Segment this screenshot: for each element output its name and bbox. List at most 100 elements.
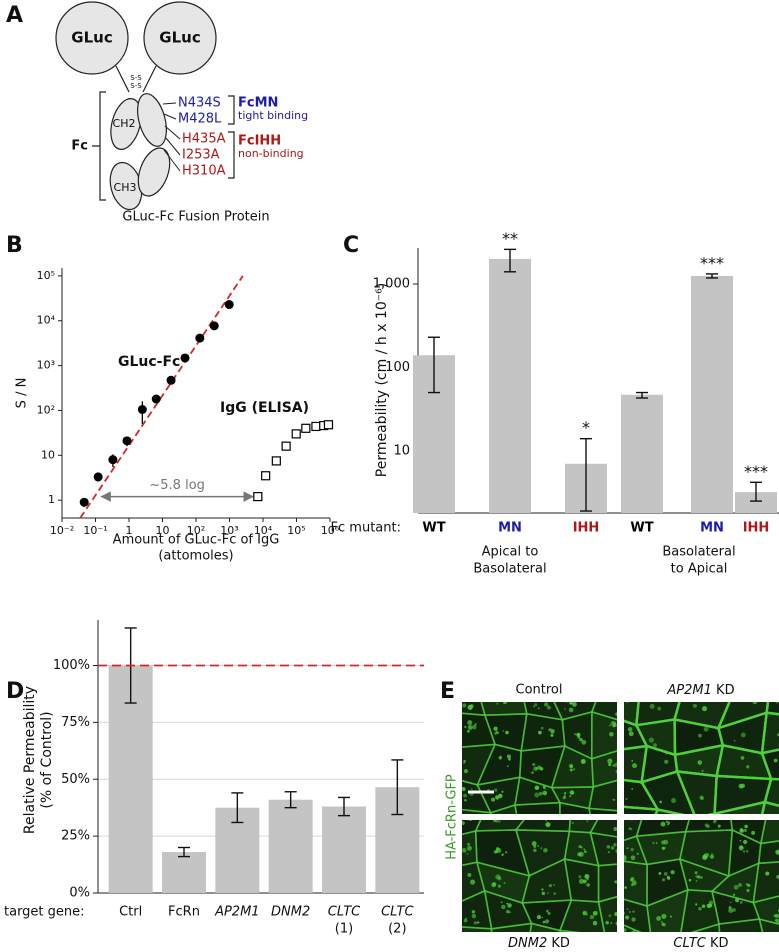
vesicle — [506, 909, 510, 914]
vesicle — [536, 914, 542, 920]
vesicle — [660, 921, 663, 924]
vesicle — [456, 873, 460, 877]
x-tick-label: 10⁴ — [254, 524, 273, 537]
vesicle — [496, 702, 499, 705]
vesicle — [619, 803, 622, 806]
vesicle — [586, 878, 589, 881]
vesicle — [542, 785, 546, 788]
vesicle — [624, 911, 625, 915]
vesicle — [584, 873, 590, 879]
x-tick-label: MN — [498, 521, 522, 536]
vesicle — [582, 911, 586, 915]
disulfide-label: S-S — [130, 74, 142, 82]
vesicle — [502, 698, 504, 700]
vesicle — [471, 788, 473, 790]
vesicle — [736, 942, 738, 944]
vesicle — [775, 702, 779, 704]
vesicle — [630, 855, 636, 860]
vesicle — [717, 824, 721, 828]
vesicle — [661, 846, 665, 850]
gene-name: CLTC — [673, 936, 706, 951]
vesicle — [567, 815, 571, 819]
x-tick-label: 10 — [156, 524, 170, 537]
site-leader — [162, 102, 181, 172]
vesicle — [531, 771, 534, 774]
domain-label: GLuc — [71, 29, 112, 47]
data-point — [108, 455, 118, 465]
vesicle — [729, 901, 732, 904]
data-point — [301, 423, 311, 433]
vesicle — [571, 702, 577, 707]
vesicle — [664, 759, 669, 764]
vesicle — [515, 931, 518, 932]
vesicle — [542, 790, 548, 796]
vesicle — [462, 703, 467, 708]
vesicle — [467, 720, 473, 726]
vesicle — [615, 712, 617, 716]
vesicle — [533, 848, 537, 853]
vesicle — [632, 930, 636, 932]
y-tick-label: 100 — [385, 360, 410, 375]
vesicle — [471, 913, 477, 919]
vesicle — [615, 921, 617, 926]
vesicle — [546, 892, 549, 894]
vesicle — [743, 829, 747, 832]
vesicle — [701, 904, 706, 908]
vesicle — [772, 936, 774, 938]
vesicle — [546, 814, 548, 816]
data-point — [224, 300, 234, 310]
vesicle — [537, 765, 542, 770]
vesicle — [610, 921, 613, 924]
vesicle — [578, 851, 584, 857]
vesicle — [615, 769, 617, 773]
vesicle — [613, 763, 617, 768]
vesicle — [465, 933, 468, 936]
vesicle — [583, 848, 586, 851]
linker — [142, 65, 157, 93]
x-axis-label: Amount of GLuc-Fc of IgG — [113, 533, 280, 548]
vesicle — [542, 920, 546, 924]
bar — [735, 492, 777, 513]
vesicle — [656, 916, 662, 921]
vesicle — [773, 758, 778, 763]
cell-pattern — [621, 820, 779, 944]
vesicle — [574, 733, 577, 736]
vesicle — [470, 879, 476, 885]
vesicle — [498, 820, 501, 823]
y-tick-label: 10³ — [37, 359, 55, 372]
region-label: CH3 — [114, 181, 137, 194]
y-axis-label: S / N — [15, 378, 30, 409]
vesicle — [495, 820, 499, 823]
vesicle — [546, 909, 549, 913]
x-tick-label: WT — [630, 521, 653, 536]
significance: ** — [502, 229, 518, 248]
vesicle — [580, 758, 586, 765]
vesicle — [494, 788, 498, 792]
x-tick-label: 10⁻¹ — [83, 524, 107, 537]
vesicle — [713, 820, 717, 824]
vesicle — [771, 940, 775, 944]
vesicle — [615, 848, 617, 854]
vesicle — [621, 825, 624, 828]
data-point — [195, 333, 205, 343]
vesicle — [626, 847, 629, 850]
data-point — [209, 321, 219, 331]
vesicle — [501, 904, 506, 910]
data-point — [79, 497, 89, 507]
vesicle — [607, 758, 613, 764]
vesicle — [631, 788, 634, 790]
vesicle — [735, 898, 740, 903]
group-label: to Apical — [671, 562, 728, 577]
vesicle — [743, 839, 748, 845]
vesicle — [739, 839, 742, 842]
vesicle — [497, 884, 501, 888]
vesicle — [585, 814, 587, 816]
vesicle — [564, 791, 567, 794]
vesicle — [618, 822, 620, 824]
vesicle — [465, 800, 467, 802]
vesicle — [728, 908, 734, 914]
vesicle — [540, 847, 543, 850]
vesicle — [671, 798, 677, 804]
annotation: ~5.8 log — [149, 478, 205, 493]
